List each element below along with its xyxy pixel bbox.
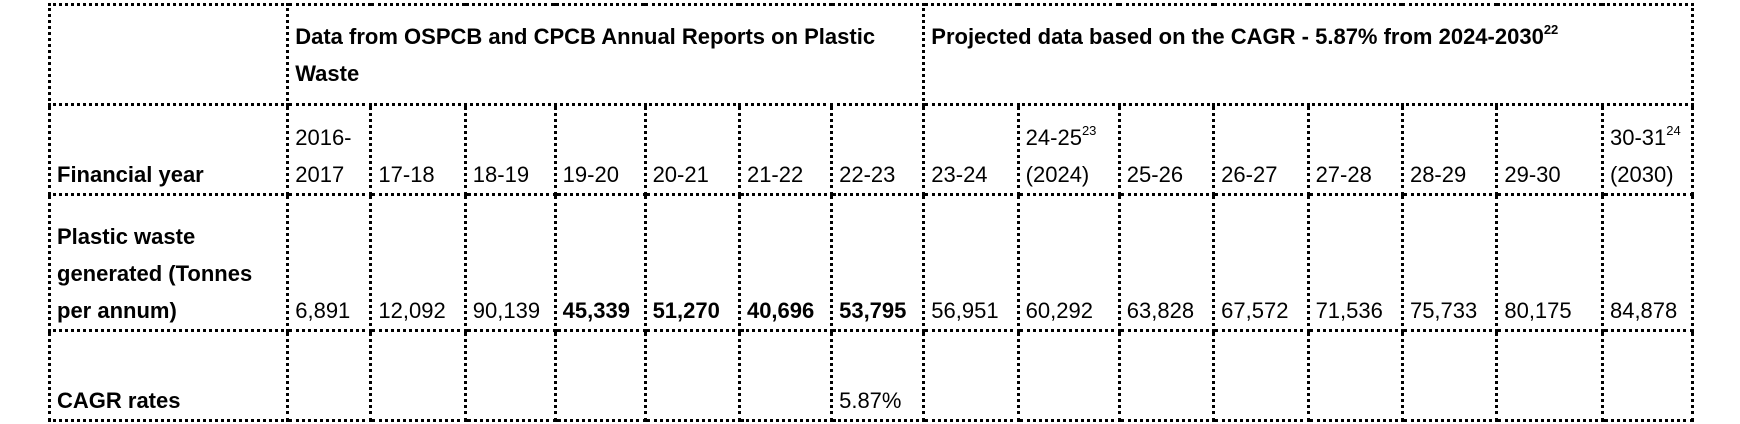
cagr-value-cell — [1306, 329, 1404, 422]
row-label-plastic-waste: Plastic waste generated (Tonnes per annu… — [47, 193, 290, 332]
year-line-1-text: 24-25 — [1025, 125, 1082, 150]
waste-value-cell: 84,878 — [1600, 193, 1695, 332]
year-line-2: 21-22 — [746, 162, 804, 187]
year-cell: 20-21 — [643, 103, 741, 196]
plastic-waste-table: Data from OSPCB and CPCB Annual Reports … — [47, 3, 1695, 422]
year-cell: 2016- 2017 — [286, 103, 373, 196]
cagr-value-cell — [1117, 329, 1216, 422]
projected-data-header: Projected data based on the CAGR - 5.87%… — [922, 3, 1694, 106]
year-cell: 27-28 — [1306, 103, 1404, 196]
year-line-1-wrap — [931, 119, 1010, 156]
year-line-2: 28-29 — [1409, 162, 1467, 187]
cagr-value-cell — [1400, 329, 1499, 422]
waste-value-cell: 90,139 — [463, 193, 557, 332]
waste-value-cell: 40,696 — [737, 193, 834, 332]
year-line-2: 26-27 — [1221, 162, 1278, 187]
year-line-2: 2017 — [295, 162, 345, 187]
cagr-value-cell: 5.87% — [830, 329, 926, 422]
cagr-value-cell — [1016, 329, 1121, 422]
plastic-waste-row: Plastic waste generated (Tonnes per annu… — [47, 193, 1695, 332]
year-cell: 22-23 — [830, 103, 926, 196]
cagr-value-cell — [1600, 329, 1695, 422]
year-line-1-wrap — [1410, 119, 1489, 156]
year-line-2: 20-21 — [652, 162, 709, 187]
year-cell: 25-26 — [1117, 103, 1216, 196]
waste-value-cell: 6,891 — [286, 193, 373, 332]
cagr-value-cell — [1495, 329, 1604, 422]
cagr-value-cell — [643, 329, 741, 422]
year-cell: 29-30 — [1495, 103, 1604, 196]
footnote-ref: 23 — [1081, 123, 1097, 138]
waste-value-cell: 51,270 — [643, 193, 741, 332]
year-line-1-wrap: 30-3124 — [1610, 119, 1685, 156]
waste-value-cell: 12,092 — [369, 193, 467, 332]
year-cell: 23-24 — [922, 103, 1020, 196]
year-line-1-wrap — [839, 119, 916, 156]
year-cell: 30-3124 (2030) — [1600, 103, 1695, 196]
year-line-2: 17-18 — [378, 162, 435, 187]
year-cell: 19-20 — [553, 103, 647, 196]
year-line-1-wrap — [1127, 119, 1206, 156]
year-line-2: (2030) — [1609, 162, 1674, 187]
footnote-ref: 24 — [1666, 123, 1681, 138]
waste-value-cell: 75,733 — [1400, 193, 1499, 332]
year-line-1-text: 30-31 — [1609, 125, 1667, 150]
waste-value-cell: 53,795 — [830, 193, 926, 332]
year-line-1-wrap — [473, 119, 548, 156]
year-cell: 28-29 — [1400, 103, 1499, 196]
year-line-2: 25-26 — [1126, 162, 1184, 187]
footnote-ref: 22 — [1543, 22, 1559, 37]
waste-value-cell: 60,292 — [1016, 193, 1121, 332]
year-line-2: 29-30 — [1504, 162, 1561, 187]
cagr-value-cell — [922, 329, 1020, 422]
waste-value-cell: 80,175 — [1495, 193, 1604, 332]
cagr-value-cell — [369, 329, 467, 422]
historical-data-header: Data from OSPCB and CPCB Annual Reports … — [286, 3, 926, 106]
waste-value-cell: 71,536 — [1306, 193, 1404, 332]
cagr-value-cell — [1212, 329, 1310, 422]
cagr-value-cell — [463, 329, 557, 422]
row-label-cagr: CAGR rates — [47, 329, 290, 422]
cagr-value-cell — [286, 329, 373, 422]
cagr-row: CAGR rates 5.87% — [47, 329, 1695, 422]
year-line-2: 22-23 — [839, 162, 896, 187]
year-line-2: 27-28 — [1315, 162, 1372, 187]
waste-value-cell: 67,572 — [1212, 193, 1310, 332]
year-line-1-wrap: 24-2523 — [1026, 119, 1112, 156]
year-line-1-wrap — [563, 119, 638, 156]
year-line-1-wrap — [653, 119, 732, 156]
waste-value-cell: 63,828 — [1117, 193, 1216, 332]
cagr-value-cell — [553, 329, 647, 422]
year-line-1-wrap — [1316, 119, 1395, 156]
year-cell: 18-19 — [463, 103, 557, 196]
year-line-2: 23-24 — [931, 162, 988, 187]
year-line-1-text: 2016- — [295, 125, 352, 150]
year-line-1-wrap — [1221, 119, 1300, 156]
header-blank-cell — [47, 3, 290, 106]
header-row: Data from OSPCB and CPCB Annual Reports … — [47, 3, 1694, 106]
year-line-1-wrap: 2016- — [295, 119, 363, 156]
year-line-2: (2024) — [1025, 162, 1090, 187]
cagr-value-cell — [737, 329, 834, 422]
year-line-1-wrap — [1504, 119, 1595, 156]
year-cell: 26-27 — [1212, 103, 1310, 196]
year-cell: 21-22 — [737, 103, 834, 196]
year-line-1-wrap — [378, 119, 457, 156]
year-line-1-wrap — [747, 119, 824, 156]
waste-value-cell: 56,951 — [922, 193, 1020, 332]
year-line-2: 18-19 — [472, 162, 530, 187]
year-line-2: 19-20 — [562, 162, 619, 187]
year-cell: 17-18 — [369, 103, 467, 196]
year-cell: 24-2523 (2024) — [1016, 103, 1121, 196]
financial-year-row: Financial year 2016- 2017 17-18 18-19 19-20 2… — [47, 103, 1695, 196]
waste-value-cell: 45,339 — [553, 193, 647, 332]
row-label-financial-year: Financial year — [47, 103, 290, 196]
